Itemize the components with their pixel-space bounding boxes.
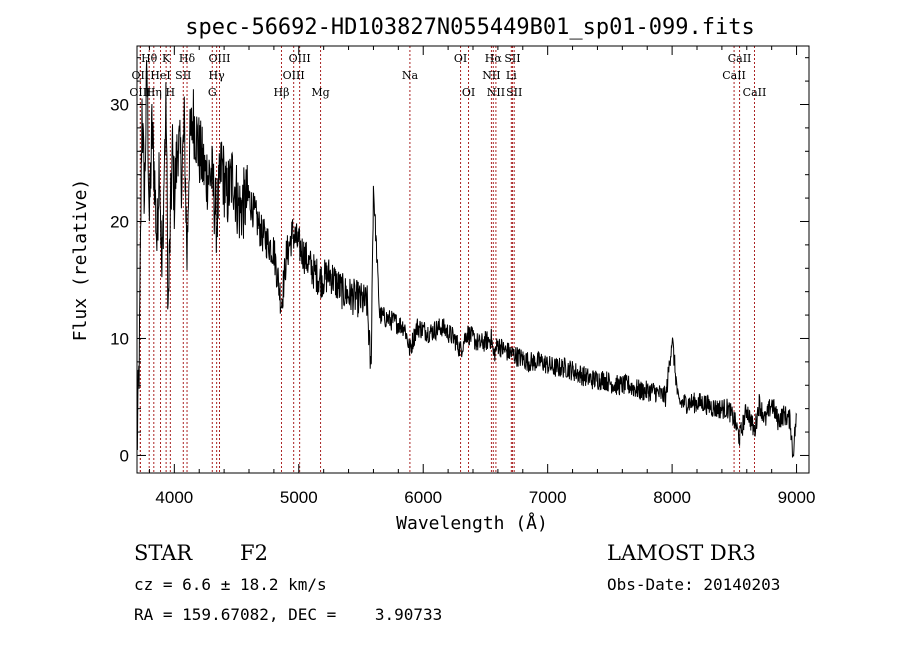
x-tick-label: 5000 [280, 488, 318, 507]
spectral-line-label: Hη [146, 86, 162, 99]
spectral-line-label: CaII [743, 86, 767, 99]
spectral-line-label: CaII [722, 69, 746, 82]
x-tick-label: 7000 [529, 488, 567, 507]
x-tick-label: 9000 [778, 488, 816, 507]
spectral-line-label: Hγ [209, 69, 226, 82]
y-tick-label: 10 [110, 329, 129, 348]
spectral-line-label: Hδ [179, 52, 196, 65]
x-tick-label: 6000 [404, 488, 442, 507]
spectral-line-markers [139, 46, 755, 473]
spectral-line-label: Hβ [274, 86, 290, 99]
subclass-label: F2 [240, 541, 268, 565]
obs-date-line: Obs-Date: 20140203 [607, 575, 780, 594]
spectral-line-label: OII [132, 69, 150, 82]
x-axis-ticks: 4000 5000 6000 7000 8000 9000 [148, 46, 816, 507]
spectral-line-label: NII [487, 86, 505, 99]
class-label: STAR [134, 541, 193, 565]
y-tick-label: 20 [110, 212, 129, 231]
spectral-line-label: HeI [150, 69, 170, 82]
spectral-line-label: K [162, 52, 171, 65]
spectral-line-label: Li [506, 69, 517, 82]
spectral-line-label: H [166, 86, 176, 99]
x-tick-label: 4000 [155, 488, 193, 507]
y-tick-label: 0 [120, 446, 129, 465]
spectral-line-label: NII [482, 69, 500, 82]
spectral-line-label: CaII [728, 52, 752, 65]
spectral-line-label: SII [506, 86, 522, 99]
y-tick-label: 30 [110, 95, 129, 114]
spectral-line-label: Hθ [141, 52, 158, 65]
spectral-line-label: Mg [311, 86, 329, 99]
spectral-line-label: OIII [208, 52, 230, 65]
spectral-line-label: OIII [289, 52, 311, 65]
spectral-line-label: OI [462, 86, 475, 99]
spectral-line-label: OIII [283, 69, 305, 82]
spectral-line-label: Hα [485, 52, 503, 65]
spectral-line-label: Na [402, 69, 419, 82]
spectral-line-label: SII [175, 69, 191, 82]
redshift-line: cz = 6.6 ± 18.2 km/s [134, 575, 327, 594]
survey-label: LAMOST DR3 [607, 541, 756, 565]
spectrum-line [136, 59, 798, 458]
y-axis-ticks: 0 10 20 30 [110, 57, 809, 465]
spectral-line-label: SII [504, 52, 520, 65]
y-axis-label: Flux (relative) [70, 179, 91, 342]
spectral-line-label: OI [454, 52, 467, 65]
chart-title: spec-56692-HD103827N055449B01_sp01-099.f… [185, 15, 755, 40]
x-tick-label: 8000 [653, 488, 691, 507]
spectral-line-label: G [208, 86, 217, 99]
spectrum-series [136, 59, 798, 458]
coordinates-line: RA = 159.67082, DEC = 3.90733 [134, 605, 442, 624]
x-axis-label: Wavelength (Å) [396, 512, 548, 534]
